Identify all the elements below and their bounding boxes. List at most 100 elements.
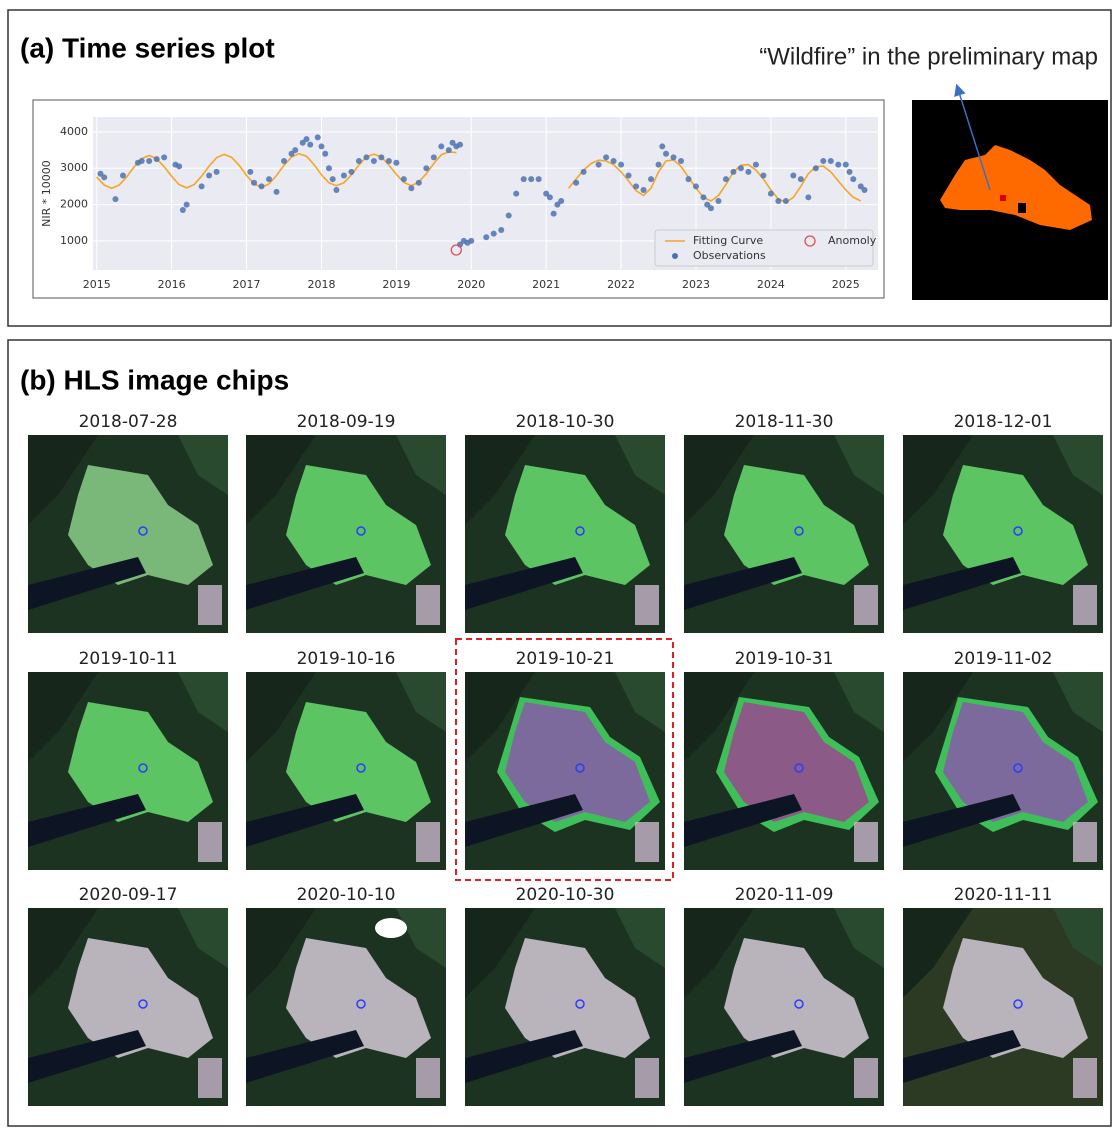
sample-location bbox=[138, 526, 148, 536]
observation-point bbox=[633, 183, 640, 190]
observation-point bbox=[797, 176, 804, 183]
observation-point bbox=[640, 187, 647, 194]
chip-river bbox=[246, 1030, 364, 1083]
observation-point bbox=[112, 196, 119, 203]
chip-river bbox=[903, 1030, 1021, 1083]
observation-point bbox=[423, 165, 430, 172]
image-chip bbox=[28, 435, 228, 633]
anomaly-point bbox=[450, 244, 462, 256]
observation-point bbox=[333, 187, 340, 194]
observation-point bbox=[618, 161, 625, 168]
chip-terrain bbox=[1053, 435, 1103, 495]
chip-date: 2019-10-11 bbox=[79, 649, 178, 669]
image-chip bbox=[465, 435, 665, 633]
observation-point bbox=[322, 150, 329, 157]
image-chip bbox=[684, 435, 884, 633]
observation-point bbox=[438, 143, 445, 150]
chip-terrain bbox=[615, 435, 665, 495]
observation-point bbox=[715, 197, 722, 204]
observation-point bbox=[820, 157, 827, 164]
observation-point bbox=[348, 168, 355, 175]
observation-point bbox=[179, 207, 186, 214]
x-tick-label: 2016 bbox=[158, 278, 186, 291]
sample-location bbox=[1013, 763, 1023, 773]
chip-patch bbox=[505, 702, 650, 822]
image-chip bbox=[903, 908, 1103, 1106]
chip-date: 2020-11-09 bbox=[735, 885, 834, 905]
observation-point bbox=[850, 176, 857, 183]
observation-point bbox=[468, 237, 475, 244]
observation-point bbox=[595, 161, 602, 168]
preliminary-map bbox=[912, 83, 1108, 300]
chip-patch bbox=[286, 702, 431, 822]
chip-terrain bbox=[615, 672, 665, 732]
chip-terrain bbox=[903, 435, 973, 525]
image-chip bbox=[903, 672, 1103, 870]
wildfire-area bbox=[940, 145, 1092, 230]
observation-point bbox=[767, 190, 774, 197]
chip-terrain bbox=[396, 435, 446, 495]
observation-point bbox=[678, 157, 685, 164]
chip-patch bbox=[505, 938, 650, 1058]
observation-point bbox=[513, 190, 520, 197]
chip-date: 2019-10-16 bbox=[297, 649, 396, 669]
image-chip bbox=[684, 908, 884, 1106]
image-chip bbox=[684, 672, 884, 870]
observation-point bbox=[292, 147, 299, 154]
y-tick-label: 2000 bbox=[60, 198, 88, 211]
chip-river bbox=[903, 557, 1021, 610]
chip-terrain bbox=[684, 435, 754, 525]
chip-terrain bbox=[28, 672, 98, 762]
chip-date: 2018-09-19 bbox=[297, 412, 396, 432]
chip-river bbox=[465, 557, 583, 610]
observation-point bbox=[648, 176, 655, 183]
chip-bright-spot bbox=[854, 822, 878, 862]
observation-point bbox=[730, 168, 737, 175]
image-chip bbox=[246, 908, 446, 1106]
chip-date: 2018-11-30 bbox=[735, 412, 834, 432]
observation-point bbox=[528, 176, 535, 183]
observation-point bbox=[827, 157, 834, 164]
observation-point bbox=[782, 197, 789, 204]
panel-a-title: (a) Time series plot bbox=[20, 32, 275, 63]
chip-river bbox=[28, 1030, 146, 1083]
chip-river bbox=[684, 557, 802, 610]
observation-point bbox=[861, 187, 868, 194]
sample-location bbox=[794, 999, 804, 1009]
y-tick-label: 4000 bbox=[60, 125, 88, 138]
chip-date: 2020-10-10 bbox=[297, 885, 396, 905]
chip-terrain bbox=[834, 672, 884, 732]
image-chip bbox=[465, 908, 665, 1106]
observation-point bbox=[722, 176, 729, 183]
observation-point bbox=[535, 176, 542, 183]
chip-patch bbox=[724, 938, 869, 1058]
chip-terrain bbox=[465, 672, 535, 762]
chip-terrain bbox=[246, 435, 316, 525]
map-annotation: “Wildfire” in the preliminary map bbox=[759, 43, 1098, 70]
image-chip bbox=[903, 435, 1103, 633]
observation-point bbox=[737, 165, 744, 172]
observation-point bbox=[303, 136, 310, 143]
image-chip bbox=[246, 672, 446, 870]
observation-point bbox=[449, 139, 456, 146]
chip-bright-spot bbox=[635, 822, 659, 862]
observation-point bbox=[663, 150, 670, 157]
observation-point bbox=[378, 154, 385, 161]
observation-point bbox=[393, 159, 400, 166]
observation-point bbox=[161, 154, 168, 161]
observation-point bbox=[659, 143, 666, 150]
legend-label: Fitting Curve bbox=[693, 234, 763, 247]
chip-terrain bbox=[1053, 672, 1103, 732]
observation-point bbox=[670, 154, 677, 161]
chip-patch bbox=[68, 702, 213, 822]
chip-bright-spot bbox=[635, 1058, 659, 1098]
observation-point bbox=[408, 185, 415, 192]
chip-terrain bbox=[684, 672, 754, 762]
chip-patch bbox=[943, 938, 1088, 1058]
chip-terrain bbox=[834, 908, 884, 968]
panel-b-title: (b) HLS image chips bbox=[20, 364, 289, 395]
chip-bright-spot bbox=[416, 1058, 440, 1098]
sample-location bbox=[356, 999, 366, 1009]
image-chip bbox=[28, 908, 228, 1106]
